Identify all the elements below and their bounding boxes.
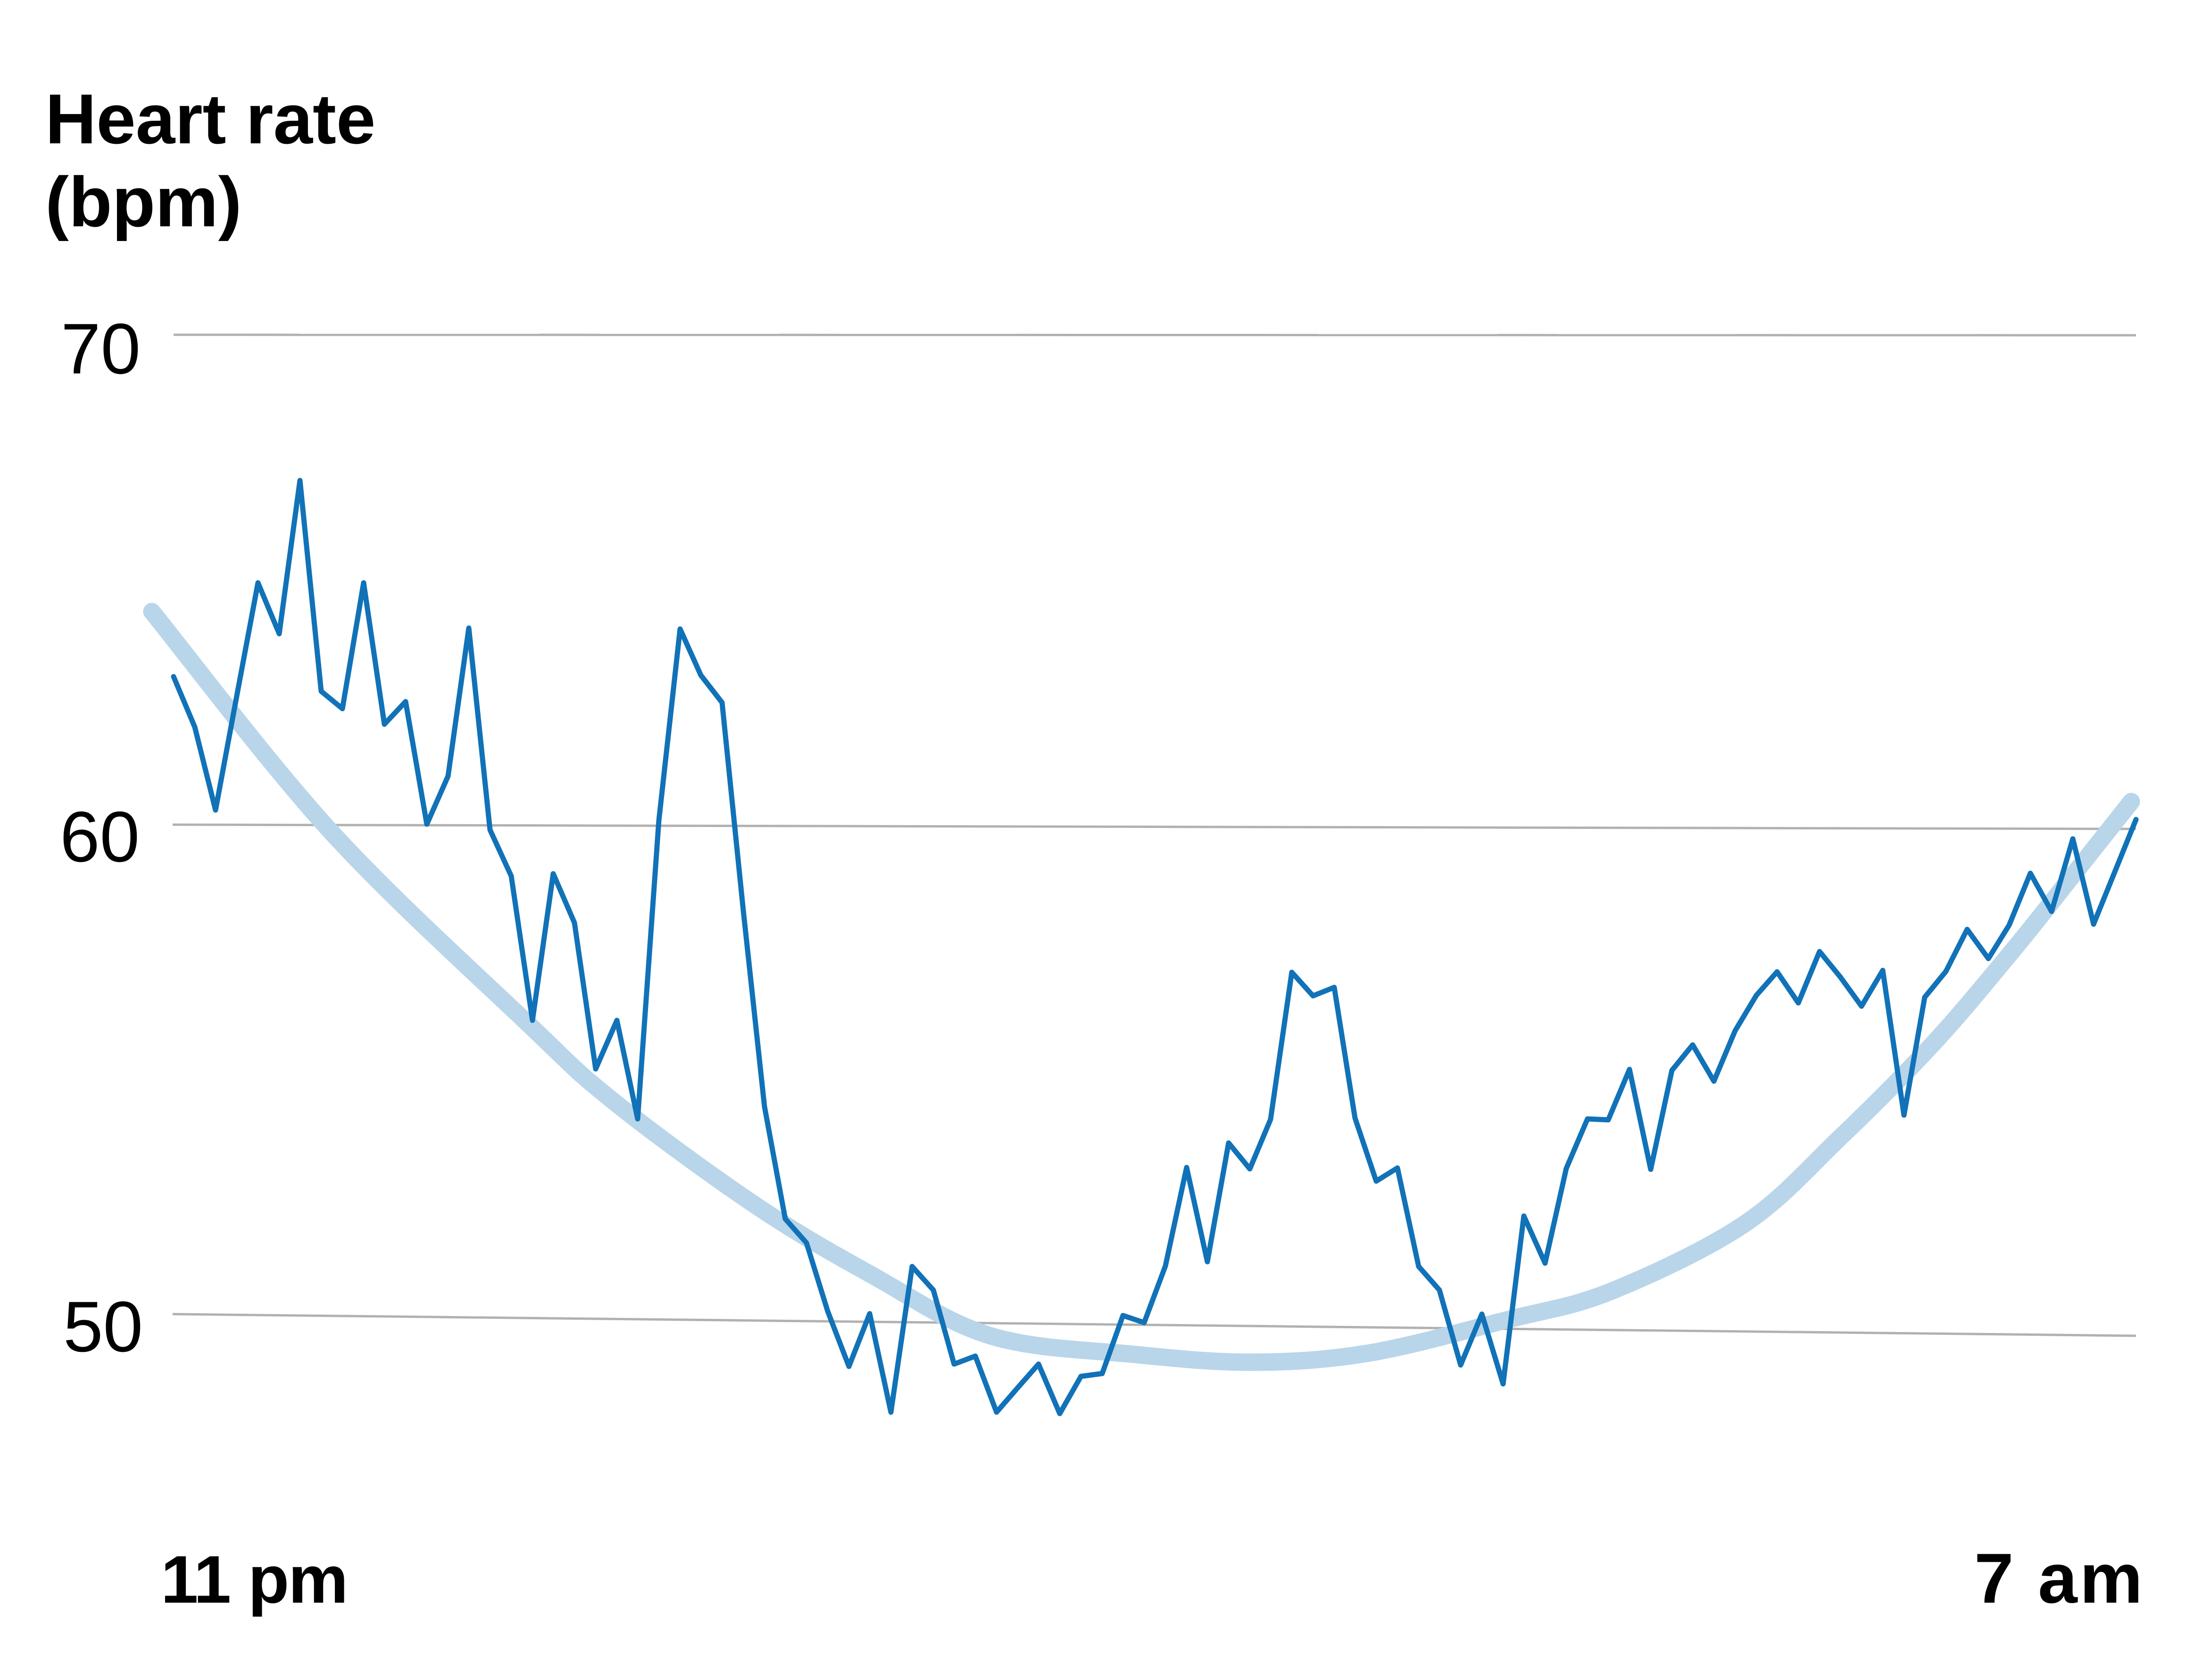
svg-text:11 pm: 11 pm: [161, 1542, 347, 1617]
svg-text:50: 50: [63, 1287, 143, 1367]
svg-text:Heart rate: Heart rate: [45, 79, 375, 158]
svg-text:(bpm): (bpm): [45, 162, 242, 241]
svg-text:60: 60: [60, 797, 140, 877]
svg-text:7 am: 7 am: [1974, 1539, 2145, 1618]
svg-text:70: 70: [61, 309, 141, 389]
